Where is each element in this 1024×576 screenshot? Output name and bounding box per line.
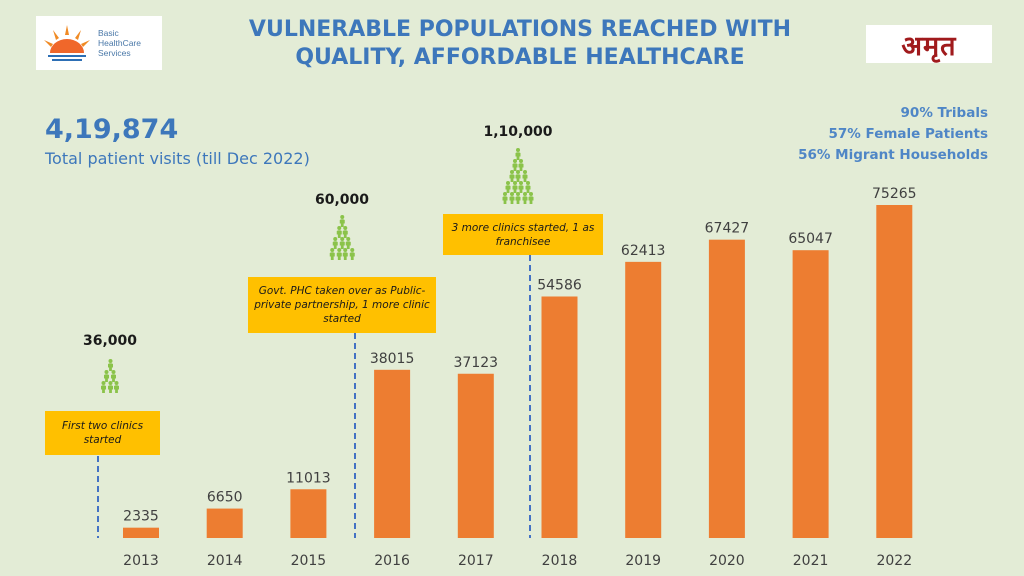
milestone-callout-2018: 3 more clinics started, 1 as franchisee	[443, 214, 603, 255]
person-icon	[339, 234, 345, 249]
people-pyramid-icon	[502, 145, 534, 204]
page-title: VULNERABLE POPULATIONS REACHED WITH QUAL…	[200, 16, 840, 72]
person-icon	[336, 245, 342, 260]
person-icon	[518, 156, 524, 171]
x-tick-2017: 2017	[458, 553, 494, 569]
person-icon	[349, 245, 355, 260]
person-icon	[512, 178, 518, 193]
person-icon	[528, 189, 534, 204]
person-icon	[518, 178, 524, 193]
logo-left-text: Basic HealthCare Services	[98, 28, 141, 58]
x-tick-2021: 2021	[793, 553, 829, 569]
bar-2019	[625, 261, 662, 538]
person-icon	[339, 212, 345, 227]
data-label-2013: 2335	[123, 509, 159, 525]
stat-migrant-households: 56% Migrant Households	[798, 147, 988, 163]
person-icon	[342, 245, 348, 260]
person-icon	[329, 245, 335, 260]
bar-2021	[792, 250, 829, 538]
x-tick-2015: 2015	[291, 553, 327, 569]
person-icon	[107, 356, 113, 371]
person-icon	[346, 234, 352, 249]
bar-2013	[123, 527, 159, 538]
milestone-callout-2013: First two clinics started	[45, 411, 160, 455]
bar-2017	[457, 373, 494, 538]
person-icon	[522, 167, 528, 182]
data-label-2016: 38015	[370, 351, 415, 367]
stat-tribals: 90% Tribals	[900, 105, 988, 121]
person-icon	[505, 178, 511, 193]
person-icon	[525, 178, 531, 193]
title-line2: QUALITY, AFFORDABLE HEALTHCARE	[295, 45, 745, 70]
data-label-2022: 75265	[872, 186, 917, 202]
person-icon	[104, 367, 110, 382]
logo-basic-healthcare-services: Basic HealthCare Services	[36, 16, 162, 70]
person-icon	[522, 189, 528, 204]
milestone-count-2016: 60,000	[314, 192, 370, 208]
demographic-stats: 90% Tribals 57% Female Patients 56% Migr…	[798, 103, 988, 166]
x-tick-2014: 2014	[207, 553, 243, 569]
data-label-2017: 37123	[454, 355, 499, 371]
milestone-callout-2016: Govt. PHC taken over as Public-private p…	[248, 277, 436, 333]
bar-2015	[290, 489, 327, 538]
data-label-2021: 65047	[788, 231, 833, 247]
x-tick-2018: 2018	[542, 553, 578, 569]
logo-amrit-text: अमृत	[901, 30, 957, 62]
person-icon	[114, 378, 120, 393]
x-tick-2016: 2016	[374, 553, 410, 569]
data-label-2018: 54586	[537, 277, 582, 293]
person-icon	[515, 189, 521, 204]
milestone-count-2018: 1,10,000	[483, 124, 553, 140]
data-label-2020: 67427	[705, 221, 750, 237]
person-icon	[336, 223, 342, 238]
person-icon	[342, 223, 348, 238]
person-icon	[101, 378, 107, 393]
title-line1: VULNERABLE POPULATIONS REACHED WITH	[248, 17, 792, 42]
logo-amrit: अमृत	[866, 25, 992, 63]
total-visits-label: Total patient visits (till Dec 2022)	[45, 149, 310, 168]
bar-2018	[541, 296, 578, 538]
person-icon	[509, 189, 515, 204]
people-pyramid-icon	[101, 356, 120, 393]
bar-2020	[708, 239, 745, 538]
bar-2014	[206, 508, 243, 538]
x-tick-2020: 2020	[709, 553, 745, 569]
person-icon	[110, 367, 116, 382]
people-pyramid-icon	[329, 212, 355, 260]
milestone-count-2013: 36,000	[82, 333, 138, 349]
data-label-2019: 62413	[621, 243, 666, 259]
person-icon	[512, 156, 518, 171]
sun-logo-icon	[44, 25, 90, 61]
logo-left-line1: Basic	[98, 28, 119, 38]
person-icon	[333, 234, 339, 249]
logo-left-line3: Services	[98, 48, 131, 58]
bar-2016	[374, 369, 411, 538]
person-icon	[509, 167, 515, 182]
x-tick-2022: 2022	[876, 553, 912, 569]
person-icon	[515, 167, 521, 182]
person-icon	[515, 145, 521, 160]
x-tick-2013: 2013	[123, 553, 159, 569]
x-tick-2019: 2019	[625, 553, 661, 569]
total-visits-value: 4,19,874	[45, 114, 179, 145]
person-icon	[502, 189, 508, 204]
data-label-2015: 11013	[286, 470, 331, 486]
stat-female-patients: 57% Female Patients	[828, 126, 988, 142]
data-label-2014: 6650	[207, 490, 243, 506]
logo-left-line2: HealthCare	[98, 38, 141, 48]
person-icon	[107, 378, 113, 393]
bar-2022	[876, 205, 913, 538]
